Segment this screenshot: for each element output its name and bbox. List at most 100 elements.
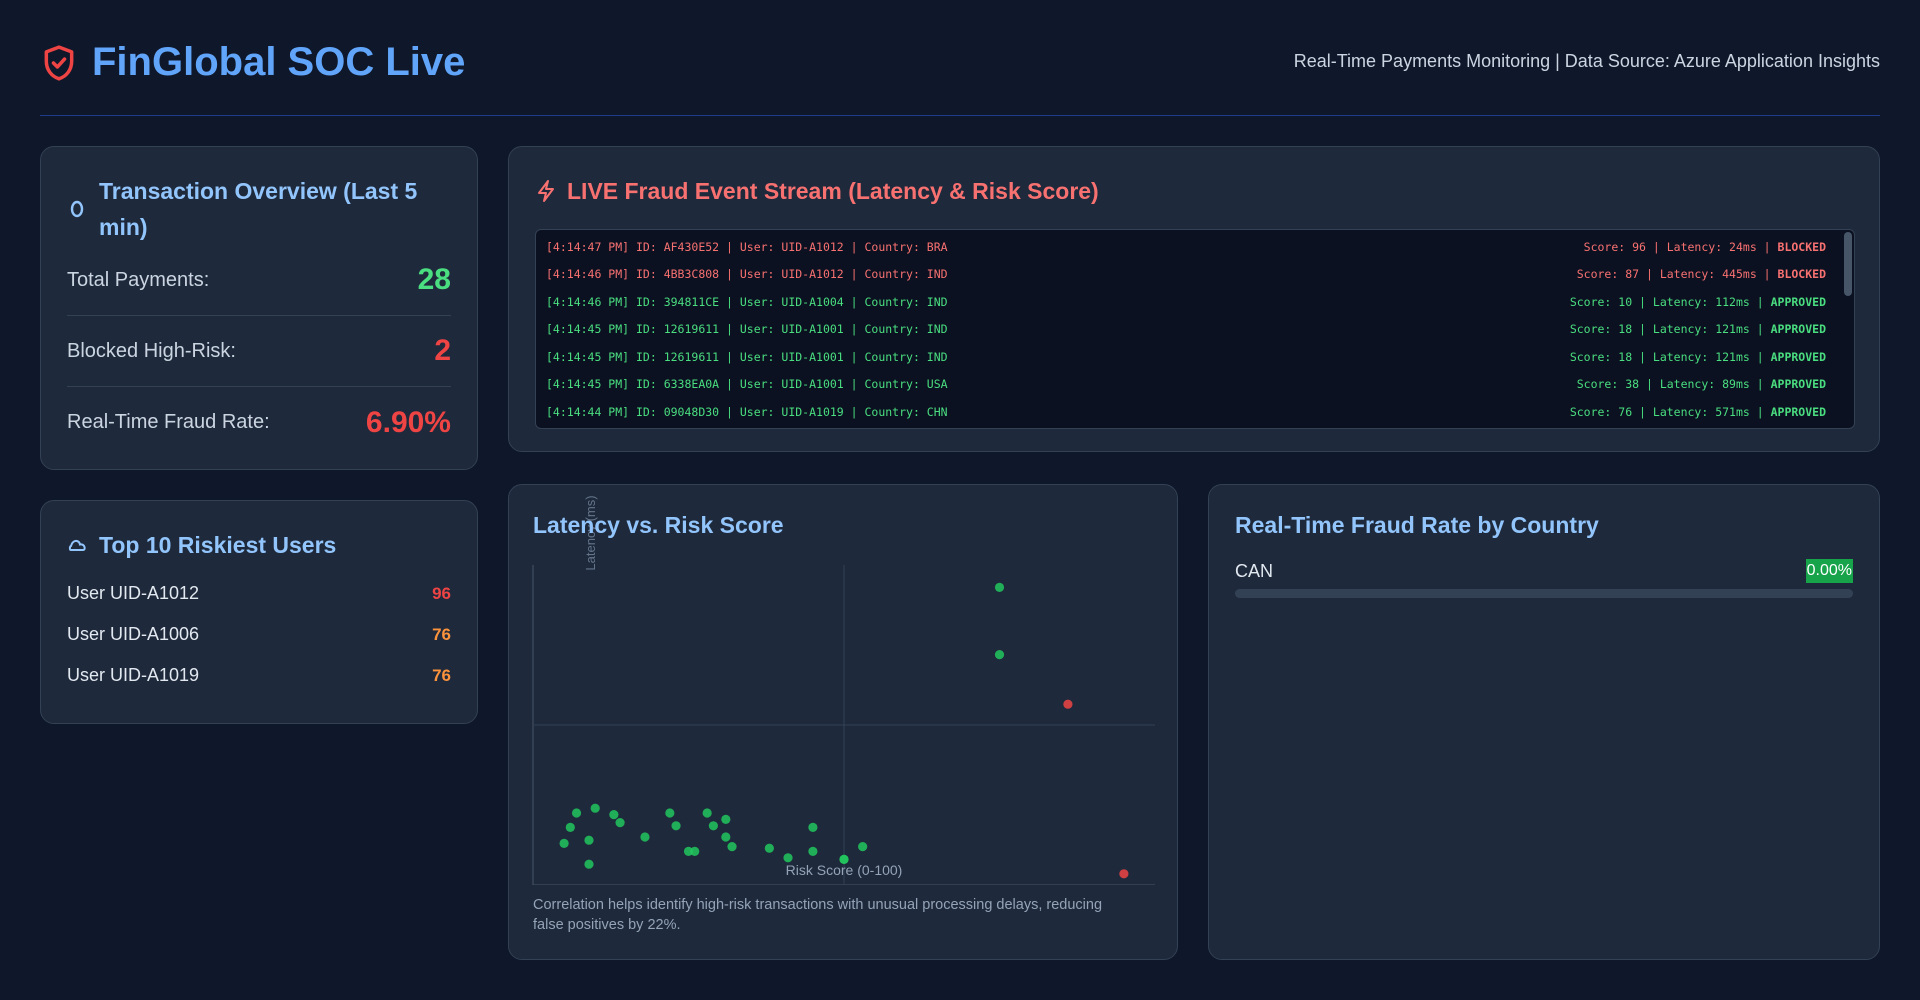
data-point [727, 842, 737, 852]
data-point [764, 843, 774, 853]
page-title: FinGlobal SOC Live [92, 40, 466, 84]
user-name: User UID-A1006 [67, 624, 200, 644]
riskiest-users-title: Top 10 Riskiest Users [99, 532, 337, 558]
country-row: CAN 0.00% [1235, 559, 1853, 583]
data-point [783, 853, 793, 863]
metric-label: Real-Time Fraud Rate: [67, 411, 270, 433]
data-point [1119, 869, 1129, 879]
data-point [702, 808, 712, 818]
data-point [994, 650, 1005, 660]
data-point [615, 818, 625, 828]
event-score-latency: Score: 18 | Latency: 121ms | [1569, 322, 1771, 336]
data-point [640, 832, 650, 842]
stream-event-row: [4:14:45 PM] ID: 6338EA0A | User: UID-A1… [546, 371, 1826, 398]
country-fraud-rate-card: Real-Time Fraud Rate by Country CAN 0.00… [1208, 484, 1880, 960]
event-metrics: Score: 76 | Latency: 571ms | APPROVED [1570, 405, 1826, 419]
data-point [565, 822, 575, 832]
event-metrics: Score: 10 | Latency: 112ms | APPROVED [1570, 295, 1826, 309]
list-item[interactable]: User UID-A1019 76 [67, 655, 451, 696]
stream-event-row: [4:14:44 PM] ID: 09048D30 | User: UID-A1… [546, 398, 1826, 425]
metric-value: 2 [434, 334, 451, 367]
lightning-icon [538, 180, 554, 202]
event-status: APPROVED [1770, 294, 1826, 309]
data-point [571, 808, 582, 818]
data-point [690, 846, 700, 856]
event-score-latency: Score: 76 | Latency: 571ms | [1569, 404, 1771, 419]
overview-title: Transaction Overview (Last 5 min) [99, 178, 418, 240]
shield-check-icon [44, 44, 74, 81]
list-item[interactable]: User UID-A1006 76 [67, 614, 451, 655]
page-header: FinGlobal SOC Live Real-Time Payments Mo… [40, 30, 1880, 116]
metric-value: 6.90% [365, 405, 451, 439]
event-status: BLOCKED [1777, 267, 1826, 281]
metric-blocked-high-risk: Blocked High-Risk: 2 [67, 316, 451, 387]
country-fraud-bar [1235, 589, 1853, 598]
stream-event-row: [4:14:46 PM] ID: 4BB3C808 | User: UID-A1… [546, 261, 1826, 288]
data-point [665, 808, 675, 818]
event-details: [4:14:46 PM] ID: 394811CE | User: UID-A1… [546, 294, 948, 309]
fraud-event-stream-card: LIVE Fraud Event Stream (Latency & Risk … [508, 146, 1880, 452]
event-status: APPROVED [1770, 377, 1826, 391]
data-point [721, 814, 731, 824]
event-details: [4:14:44 PM] ID: 09048D30 | User: UID-A1… [546, 404, 948, 419]
event-status: BLOCKED [1777, 239, 1826, 254]
data-point [839, 854, 849, 864]
event-details: [4:14:47 PM] ID: AF430E52 | User: UID-A1… [546, 239, 948, 254]
chart-title: Latency vs. Risk Score [533, 512, 784, 538]
event-stream-log[interactable]: [4:14:47 PM] ID: AF430E52 | User: UID-A1… [535, 229, 1855, 429]
scrollbar[interactable] [1844, 232, 1852, 296]
event-metrics: Score: 18 | Latency: 121ms | APPROVED [1570, 322, 1826, 336]
event-score-latency: Score: 18 | Latency: 121ms | [1569, 349, 1771, 364]
data-point [858, 842, 868, 852]
metric-label: Total Payments: [67, 268, 210, 291]
latency-risk-chart-card: Risk Score (0-100) Latency (ms) Latency v… [508, 484, 1178, 960]
data-point [609, 810, 619, 820]
event-details: [4:14:45 PM] ID: 6338EA0A | User: UID-A1… [546, 377, 948, 391]
metric-label: Blocked High-Risk: [67, 339, 236, 362]
stream-event-row: [4:14:45 PM] ID: 12619611 | User: UID-A1… [546, 343, 1826, 370]
drop-icon [70, 200, 84, 218]
cloud-icon [68, 539, 86, 551]
data-point [584, 859, 594, 869]
stream-event-row: [4:14:46 PM] ID: 394811CE | User: UID-A1… [546, 288, 1826, 315]
brand: FinGlobal SOC Live [40, 40, 465, 85]
stream-title: LIVE Fraud Event Stream (Latency & Risk … [567, 178, 1099, 204]
event-status: APPROVED [1770, 322, 1826, 336]
event-score-latency: Score: 87 | Latency: 445ms | [1576, 267, 1778, 281]
user-name: User UID-A1012 [67, 583, 200, 603]
metric-value: 28 [417, 263, 451, 296]
event-details: [4:14:46 PM] ID: 4BB3C808 | User: UID-A1… [546, 267, 948, 281]
x-axis-label: Risk Score (0-100) [786, 862, 903, 878]
data-point [559, 838, 569, 848]
user-risk-score: 96 [432, 583, 451, 603]
event-metrics: Score: 38 | Latency: 89ms | APPROVED [1577, 377, 1826, 391]
event-status: APPROVED [1770, 349, 1826, 364]
event-metrics: Score: 87 | Latency: 445ms | BLOCKED [1577, 267, 1826, 281]
list-item[interactable]: User UID-A1012 96 [67, 573, 451, 614]
stream-event-row: [4:14:47 PM] ID: AF430E52 | User: UID-A1… [546, 233, 1826, 260]
country-title: Real-Time Fraud Rate by Country [1235, 512, 1599, 538]
data-point [994, 582, 1005, 592]
riskiest-users-card: Top 10 Riskiest Users User UID-A1012 96 … [40, 500, 478, 724]
event-details: [4:14:45 PM] ID: 12619611 | User: UID-A1… [546, 349, 948, 364]
event-score-latency: Score: 38 | Latency: 89ms | [1576, 377, 1771, 391]
event-metrics: Score: 96 | Latency: 24ms | BLOCKED [1584, 240, 1826, 254]
country-fraud-pct: 0.00% [1805, 559, 1853, 583]
event-details: [4:14:45 PM] ID: 12619611 | User: UID-A1… [546, 322, 948, 336]
chart-caption: Correlation helps identify high-risk tra… [533, 897, 1103, 933]
stream-event-row: [4:14:45 PM] ID: 12619611 | User: UID-A1… [546, 316, 1826, 343]
overview-metrics: Total Payments: 28 Blocked High-Risk: 2 … [67, 245, 451, 458]
scatter-chart: Risk Score (0-100) Latency (ms) [532, 495, 1155, 885]
metric-fraud-rate: Real-Time Fraud Rate: 6.90% [67, 387, 451, 458]
user-risk-score: 76 [432, 665, 451, 685]
country-name: CAN [1235, 560, 1274, 581]
event-status: APPROVED [1770, 404, 1826, 419]
data-point [1063, 699, 1073, 709]
data-point [708, 821, 718, 831]
metric-total-payments: Total Payments: 28 [67, 245, 451, 316]
y-axis-label: Latency (ms) [583, 495, 598, 570]
data-point [808, 822, 818, 832]
event-score-latency: Score: 10 | Latency: 112ms | [1569, 294, 1771, 309]
data-point [671, 821, 681, 831]
data-point [808, 846, 818, 856]
